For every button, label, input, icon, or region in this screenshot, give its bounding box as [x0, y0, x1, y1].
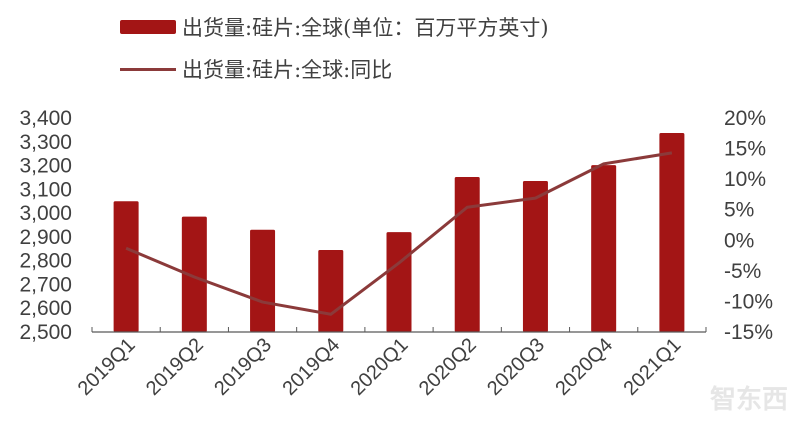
- left-axis-tick: 2,600: [19, 297, 72, 320]
- x-axis-label: 2020Q1: [347, 334, 413, 400]
- legend-item-shipments: 出货量:硅片:全球(单位：百万平方英寸): [120, 6, 549, 48]
- right-axis-tick: -5%: [724, 260, 761, 283]
- legend-label-yoy: 出货量:硅片:全球:同比: [182, 58, 393, 82]
- x-axis-label: 2019Q2: [142, 334, 208, 400]
- left-axis-tick: 3,000: [19, 202, 72, 225]
- chart-legend: 出货量:硅片:全球(单位：百万平方英寸) 出货量:硅片:全球:同比: [120, 6, 549, 90]
- legend-item-yoy: 出货量:硅片:全球:同比: [120, 48, 549, 90]
- x-axis-label: 2021Q1: [620, 334, 686, 400]
- bar-2020Q3: [522, 181, 548, 332]
- yoy-line: [125, 151, 673, 316]
- bar-2020Q4: [591, 165, 617, 332]
- left-axis-tick: 2,700: [19, 273, 72, 296]
- bar-2019Q4: [318, 249, 344, 332]
- right-axis-tick: 15%: [724, 138, 766, 161]
- left-axis-tick: 3,200: [19, 155, 72, 178]
- left-axis-tick: 2,900: [19, 226, 72, 249]
- right-axis-tick: 0%: [724, 229, 754, 252]
- left-axis-tick: 3,100: [19, 178, 72, 201]
- bar-2019Q2: [181, 216, 207, 332]
- bar-2021Q1: [659, 132, 685, 332]
- left-axis-tick: 3,300: [19, 131, 72, 154]
- x-axis-label: 2020Q4: [551, 334, 617, 400]
- left-axis-tick: 2,500: [19, 321, 72, 344]
- bar-2019Q1: [113, 201, 139, 332]
- legend-label-shipments: 出货量:硅片:全球(单位：百万平方英寸): [182, 16, 549, 40]
- watermark-logo: 智东西: [709, 385, 788, 415]
- x-axis-label: 2019Q4: [278, 334, 344, 400]
- bar-2019Q3: [250, 229, 276, 332]
- x-axis-label: 2019Q1: [74, 334, 140, 400]
- right-axis-tick: 5%: [724, 199, 754, 222]
- bar-swatch-icon: [120, 20, 176, 34]
- right-axis-tick: -10%: [724, 290, 773, 313]
- right-axis-tick: -15%: [724, 321, 773, 344]
- bar-2020Q1: [386, 232, 412, 332]
- right-axis-tick: 10%: [724, 168, 766, 191]
- right-axis-tick: 20%: [724, 107, 766, 130]
- bar-2020Q2: [454, 176, 480, 332]
- left-axis-tick: 2,800: [19, 250, 72, 273]
- x-axis-label: 2019Q3: [210, 334, 276, 400]
- left-axis-tick: 3,400: [19, 107, 72, 130]
- line-swatch-icon: [120, 67, 176, 71]
- x-axis-label: 2020Q3: [483, 334, 549, 400]
- x-axis-label: 2020Q2: [415, 334, 481, 400]
